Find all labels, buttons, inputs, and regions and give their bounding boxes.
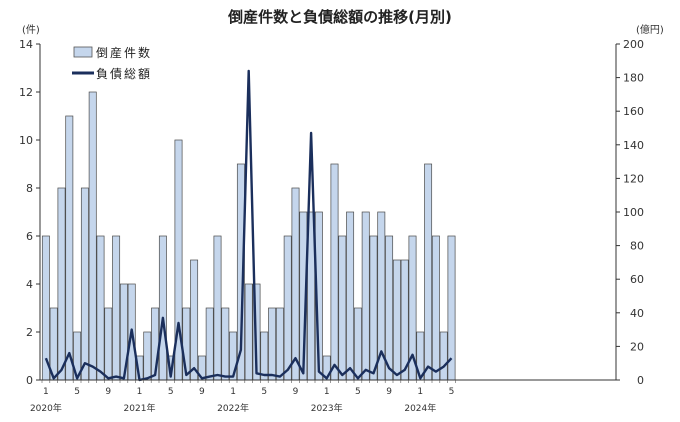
right-tick-label: 60 <box>630 273 644 286</box>
legend-label-bankruptcies: 倒産件数 <box>96 45 152 60</box>
bar <box>158 235 167 381</box>
x-tick-label: 9 <box>293 387 299 397</box>
right-tick-label: 0 <box>637 374 644 387</box>
right-tick-label: 80 <box>630 240 644 253</box>
bar <box>431 235 440 381</box>
left-tick-label: 10 <box>19 134 33 147</box>
bar <box>346 211 355 381</box>
left-tick-label: 14 <box>19 38 33 51</box>
legend-bar-swatch <box>73 46 93 58</box>
x-year-label: 2023年 <box>311 402 343 414</box>
bar <box>190 259 199 381</box>
bar <box>283 235 292 381</box>
bar <box>80 187 89 381</box>
right-tick-label: 160 <box>623 105 644 118</box>
x-year-label: 2021年 <box>124 402 156 414</box>
bar <box>439 331 448 381</box>
bar <box>260 331 269 381</box>
bar <box>213 235 222 381</box>
bar <box>143 331 152 381</box>
bar <box>353 307 362 381</box>
x-tick-label: 5 <box>168 387 174 397</box>
x-tick-label: 9 <box>105 387 111 397</box>
bar <box>112 235 121 381</box>
right-tick-label: 120 <box>623 172 644 185</box>
left-axis-unit: (件) <box>22 24 40 36</box>
right-tick-label: 40 <box>630 307 644 320</box>
bar <box>400 259 409 381</box>
right-tick-label: 180 <box>623 72 644 85</box>
x-tick-label: 9 <box>199 387 205 397</box>
right-tick-label: 200 <box>623 38 644 51</box>
bar <box>244 283 253 381</box>
bar <box>369 235 378 381</box>
bar <box>291 187 300 381</box>
x-year-label: 2020年 <box>30 402 62 414</box>
bar <box>330 163 339 381</box>
bar <box>88 91 97 381</box>
left-tick-label: 6 <box>26 230 33 243</box>
bar <box>65 115 74 381</box>
bar <box>385 235 394 381</box>
x-tick-label: 1 <box>230 387 236 397</box>
right-tick-label: 100 <box>623 206 644 219</box>
x-tick-label: 1 <box>137 387 143 397</box>
legend: 倒産件数 負債総額 <box>72 45 152 81</box>
bar <box>205 307 214 381</box>
bar <box>275 307 284 381</box>
right-tick-label: 20 <box>630 340 644 353</box>
x-tick-label: 5 <box>355 387 361 397</box>
x-tick-label: 1 <box>324 387 330 397</box>
x-tick-label: 1 <box>43 387 49 397</box>
legend-label-liabilities: 負債総額 <box>96 66 152 81</box>
bar-series <box>41 91 456 381</box>
x-tick-label: 5 <box>74 387 80 397</box>
x-tick-label: 9 <box>386 387 392 397</box>
bar <box>104 307 113 381</box>
bar <box>57 187 66 381</box>
x-tick-label: 5 <box>449 387 455 397</box>
left-tick-label: 2 <box>26 326 33 339</box>
left-tick-label: 12 <box>19 86 33 99</box>
liabilities-line <box>44 69 453 382</box>
left-tick-label: 8 <box>26 182 33 195</box>
right-axis-unit: (億円) <box>636 23 664 36</box>
x-year-label: 2024年 <box>404 402 436 414</box>
bar <box>392 259 401 381</box>
right-tick-label: 140 <box>623 139 644 152</box>
line-series <box>44 69 453 382</box>
left-tick-label: 4 <box>26 278 33 291</box>
left-tick-label: 0 <box>26 374 33 387</box>
bar <box>361 211 370 381</box>
x-year-label: 2022年 <box>217 402 249 414</box>
bar <box>338 235 347 381</box>
bar <box>221 307 230 381</box>
x-tick-label: 1 <box>417 387 423 397</box>
x-tick-label: 5 <box>261 387 267 397</box>
bar <box>424 163 433 381</box>
bar <box>96 235 105 381</box>
bar <box>268 307 277 381</box>
chart-title: 倒産件数と負債総額の推移(月別) <box>227 8 452 26</box>
